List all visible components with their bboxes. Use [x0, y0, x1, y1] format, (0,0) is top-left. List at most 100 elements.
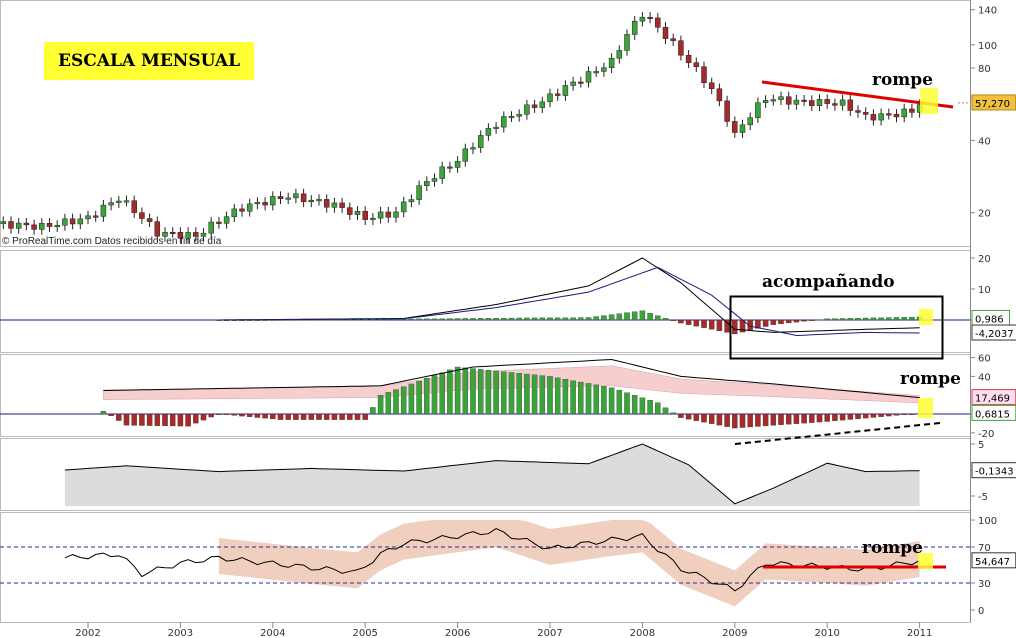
- price-candle: [447, 166, 453, 169]
- y-label-1-100: 100: [978, 41, 997, 52]
- macd-bar: [724, 319, 730, 333]
- price-candle: [762, 100, 769, 103]
- macd-bar: [778, 319, 784, 324]
- dmi-bar: [185, 413, 191, 427]
- macd-bar: [547, 317, 553, 321]
- dmi-bar: [270, 413, 276, 420]
- price-candle: [377, 211, 384, 219]
- price-candle: [832, 103, 838, 106]
- macd-bar: [531, 317, 538, 321]
- dmi-bar: [578, 381, 584, 415]
- macd-bar: [477, 318, 484, 321]
- dmi-bar: [755, 413, 761, 427]
- y-label-5-100: 100: [978, 516, 997, 527]
- price-candle: [485, 128, 492, 136]
- price-candle: [400, 201, 407, 213]
- dmi-bar: [277, 413, 284, 420]
- price-candle: [747, 117, 753, 126]
- macd-bar: [439, 318, 445, 321]
- dmi-bar: [393, 389, 399, 415]
- price-candle: [562, 85, 569, 96]
- price-candle: [493, 126, 499, 129]
- price-candle: [262, 202, 268, 206]
- year-label-2008: 2008: [630, 628, 655, 638]
- price-candle: [15, 222, 22, 229]
- price-candle: [293, 193, 299, 199]
- price-candle: [285, 197, 291, 200]
- price-candle: [370, 217, 376, 220]
- annotation-rompe-dmi: rompe: [900, 369, 961, 389]
- price-highlight: [920, 88, 938, 114]
- y-label-3-40: 40: [978, 372, 991, 383]
- dmi-bar: [809, 413, 815, 423]
- price-candle: [678, 40, 684, 56]
- price-candle: [216, 221, 222, 224]
- macd-bar: [909, 316, 915, 321]
- macd-bar: [408, 318, 415, 321]
- price-candle: [193, 232, 199, 237]
- macd-bar: [516, 317, 522, 321]
- macd-bar: [424, 318, 430, 321]
- price-candle: [693, 62, 700, 67]
- price-candle: [585, 71, 592, 83]
- dmi-bar: [678, 413, 684, 418]
- dmi-bar: [231, 413, 238, 416]
- dmi-bar: [793, 413, 800, 424]
- price-candle: [793, 99, 800, 105]
- year-label-2004: 2004: [260, 628, 285, 638]
- year-label-2010: 2010: [814, 628, 839, 638]
- dmi-bar: [631, 395, 638, 415]
- dmi-bar: [547, 376, 553, 415]
- macd-bar: [593, 316, 599, 321]
- dmi-bar: [493, 370, 499, 415]
- dmi-value-1: 17,469: [975, 394, 1010, 405]
- dmi-bar: [886, 413, 892, 417]
- price-candle: [570, 81, 576, 86]
- price-candle: [162, 231, 168, 237]
- oscillator-value: -0,1343: [975, 467, 1014, 478]
- year-label-2005: 2005: [352, 628, 377, 638]
- price-candle: [308, 199, 315, 203]
- price-candle: [839, 99, 846, 106]
- price-candle: [77, 218, 84, 225]
- y-label-4-5: 5: [978, 440, 984, 451]
- macd-line2: [218, 266, 920, 337]
- dmi-bar: [354, 413, 361, 420]
- price-candle: [655, 17, 661, 28]
- dmi-bar: [516, 373, 522, 415]
- y-label-2-20: 20: [978, 254, 991, 265]
- dmi-upper-line: [103, 358, 920, 399]
- y-label-5-0: 0: [978, 606, 984, 617]
- dmi-bar: [416, 380, 422, 415]
- macd-bar: [462, 318, 469, 321]
- dmi-bar: [770, 413, 777, 426]
- price-candle: [300, 193, 307, 203]
- macd-bar: [447, 318, 453, 321]
- price-candle: [431, 178, 438, 182]
- dmi-bar: [847, 413, 854, 420]
- dmi-bar: [431, 375, 438, 415]
- price-candle: [416, 185, 422, 200]
- dmi-bar: [454, 366, 461, 415]
- dmi-bar: [624, 392, 630, 415]
- dmi-bar: [739, 413, 746, 428]
- price-candle: [270, 196, 276, 206]
- year-label-2009: 2009: [722, 628, 747, 638]
- dmi-bar: [785, 413, 792, 425]
- dmi-bar: [778, 413, 784, 425]
- price-candle: [855, 110, 861, 113]
- price-candle: [354, 210, 361, 215]
- y-label-1-20: 20: [978, 209, 991, 220]
- credit-text: © ProRealTime.com Datos recibidos en fin…: [2, 236, 222, 247]
- price-candle: [547, 93, 553, 103]
- macd-bar: [639, 310, 646, 321]
- dmi-bar: [685, 413, 692, 420]
- price-candle: [616, 50, 623, 59]
- dmi-bar: [400, 386, 407, 415]
- macd-bar: [655, 315, 661, 321]
- price-candle: [578, 81, 584, 84]
- dmi-bar: [462, 367, 469, 415]
- macd-bar: [855, 318, 861, 321]
- price-candle: [539, 101, 546, 108]
